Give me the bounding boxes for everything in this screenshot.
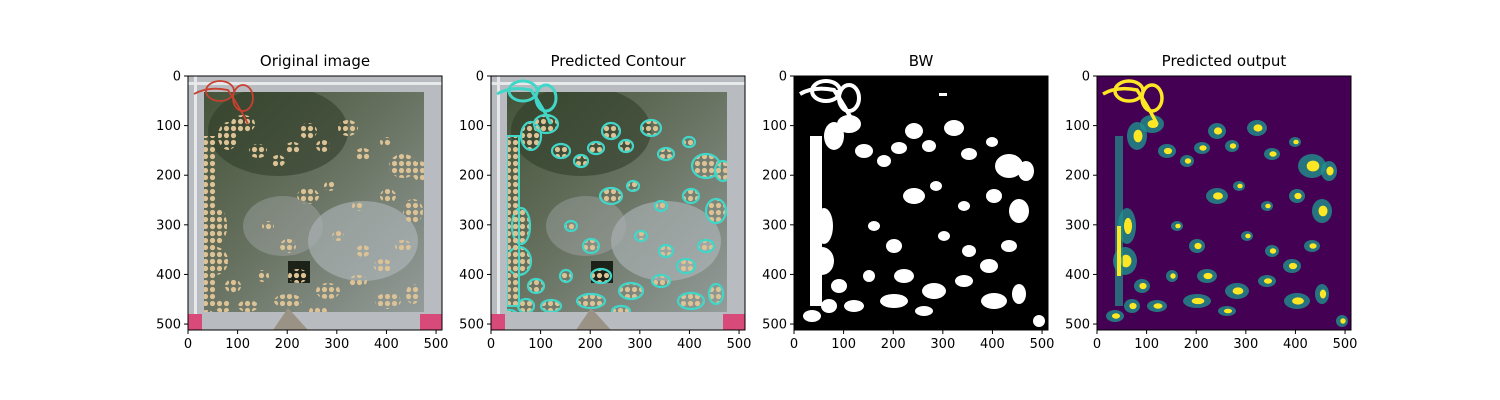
- y-tick-label: 100: [459, 119, 484, 134]
- panel-image: [1097, 76, 1351, 330]
- y-tick-label: 500: [156, 318, 181, 333]
- y-tick-label: 300: [459, 218, 484, 233]
- x-tick-label: 0: [790, 337, 798, 352]
- y-tick-label: 500: [762, 318, 787, 333]
- panel-title: Original image: [260, 52, 370, 70]
- axes-frame: [490, 75, 746, 331]
- panel-image: [188, 76, 442, 330]
- x-tick-label: 200: [1184, 337, 1209, 352]
- y-tick-label: 0: [173, 70, 181, 85]
- axes-frame: [187, 75, 443, 331]
- y-tick-label: 200: [1065, 169, 1090, 184]
- x-tick-label: 500: [424, 337, 449, 352]
- y-tick-label: 500: [459, 318, 484, 333]
- axes-frame: [793, 75, 1049, 331]
- x-tick-label: 100: [1134, 337, 1159, 352]
- x-tick-label: 500: [1333, 337, 1358, 352]
- x-tick-label: 300: [930, 337, 955, 352]
- y-tick-label: 500: [1065, 318, 1090, 333]
- x-tick-label: 300: [627, 337, 652, 352]
- axes-frame: [1096, 75, 1352, 331]
- x-tick-label: 200: [275, 337, 300, 352]
- x-tick-label: 400: [980, 337, 1005, 352]
- x-tick-label: 100: [831, 337, 856, 352]
- y-tick-label: 400: [156, 268, 181, 283]
- y-tick-label: 300: [1065, 218, 1090, 233]
- panel-image: [491, 76, 745, 330]
- y-tick-label: 100: [762, 119, 787, 134]
- x-tick-label: 400: [1283, 337, 1308, 352]
- y-tick-label: 200: [762, 169, 787, 184]
- panel-title: BW: [909, 52, 934, 70]
- panel-title: Predicted Contour: [550, 52, 686, 70]
- y-tick-label: 0: [476, 70, 484, 85]
- y-tick-label: 100: [156, 119, 181, 134]
- panel-1: Original image 0 0 100 100 200 200 300 300 400 400…: [156, 52, 448, 352]
- y-tick-label: 0: [1082, 70, 1090, 85]
- x-tick-label: 500: [727, 337, 752, 352]
- panel-4: Predicted output 0 0 100 100 200 200 300 300 400 4…: [1065, 52, 1357, 352]
- panel-3: BW 0 0 100 100 200 200 300 300 400 400 500 500: [762, 52, 1054, 352]
- x-tick-label: 0: [1093, 337, 1101, 352]
- x-tick-label: 0: [184, 337, 192, 352]
- x-tick-label: 100: [528, 337, 553, 352]
- x-tick-label: 400: [374, 337, 399, 352]
- y-tick-label: 400: [762, 268, 787, 283]
- y-tick-label: 300: [156, 218, 181, 233]
- y-tick-label: 300: [762, 218, 787, 233]
- y-tick-label: 0: [779, 70, 787, 85]
- y-tick-label: 200: [459, 169, 484, 184]
- panel-image: [794, 76, 1048, 330]
- y-tick-label: 200: [156, 169, 181, 184]
- panel-2: Predicted Contour 0 0 100 100 200 200 300 300 400…: [459, 52, 751, 352]
- x-tick-label: 500: [1030, 337, 1055, 352]
- x-tick-label: 100: [225, 337, 250, 352]
- x-tick-label: 400: [677, 337, 702, 352]
- x-tick-label: 300: [324, 337, 349, 352]
- x-tick-label: 0: [487, 337, 495, 352]
- y-tick-label: 400: [1065, 268, 1090, 283]
- panel-title: Predicted output: [1162, 52, 1287, 70]
- x-tick-label: 200: [578, 337, 603, 352]
- y-tick-label: 100: [1065, 119, 1090, 134]
- y-tick-label: 400: [459, 268, 484, 283]
- x-tick-label: 300: [1233, 337, 1258, 352]
- x-tick-label: 200: [881, 337, 906, 352]
